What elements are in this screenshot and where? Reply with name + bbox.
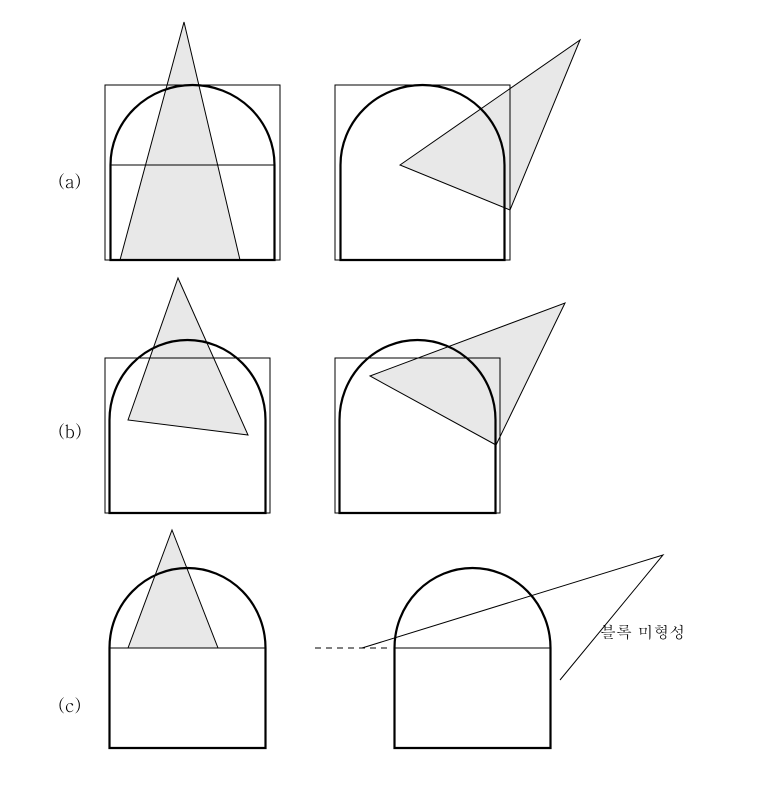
label-row-b: (b) (58, 419, 82, 444)
triangle-b-left (128, 278, 248, 435)
figure-b-right (335, 303, 565, 513)
triangle-b-right (370, 303, 565, 445)
triangle-a-right (400, 40, 580, 210)
diagram-canvas: (a) (b) (c) 블록 미형성 (0, 0, 767, 810)
label-row-a: (a) (58, 169, 81, 194)
figure-b-left (105, 278, 270, 513)
figure-a-left (105, 22, 280, 260)
arch-c-right (395, 568, 551, 748)
label-row-c: (c) (58, 693, 81, 718)
triangle-c-right-open (362, 555, 663, 680)
figure-a-right (335, 40, 580, 260)
figure-c-right (315, 555, 663, 748)
triangle-c-left (128, 530, 218, 648)
triangle-a-left (120, 22, 240, 260)
annotation-label: 블록 미형성 (600, 620, 685, 643)
figure-c-left (110, 530, 266, 748)
